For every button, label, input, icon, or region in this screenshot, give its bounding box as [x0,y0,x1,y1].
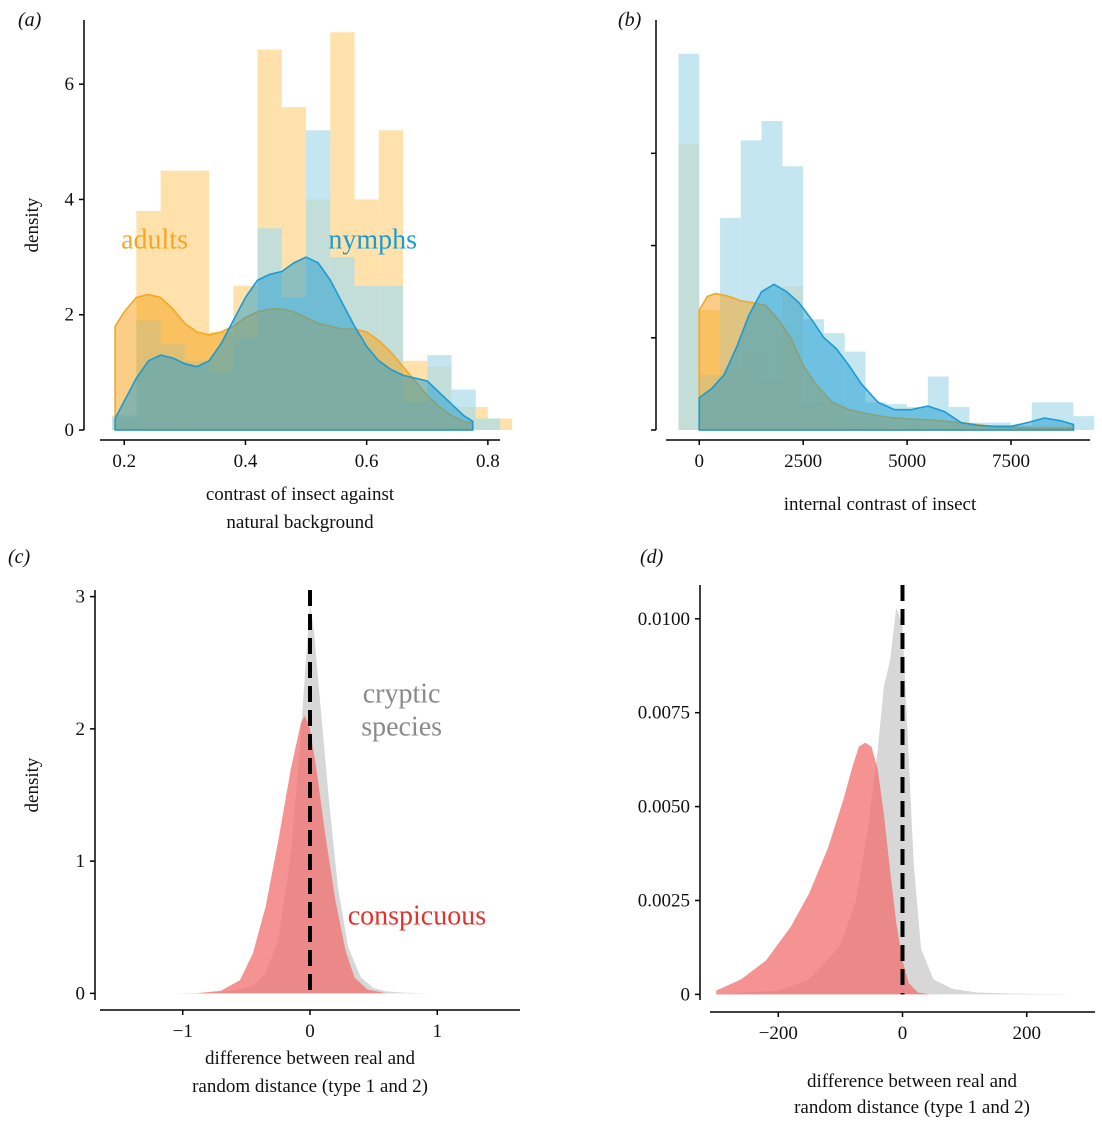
panel-a-x-axis-label: contrast of insect against [206,484,395,505]
panel-c-x-tick-label: 0 [305,1021,315,1042]
panel-d-area-cryptic-species [716,607,1077,995]
panel-c-series-label: conspicuous [348,901,486,932]
panel-a-letter: (a) [18,9,42,31]
panel-c-x-axis-label: difference between real and [205,1048,416,1069]
panel-a-y-tick-label: 2 [65,305,75,326]
panel-a-x-axis-label: natural background [226,512,374,533]
panel-b-x-tick-label: 2500 [784,451,822,472]
panel-b-hist-bar-nymphs [1073,416,1095,430]
panel-a-density-nymphs [114,256,474,431]
panel-c-x-axis-label: random distance (type 1 and 2) [192,1076,428,1097]
panel-d-area-conspicuous [716,742,931,995]
panel-d-x-axis-label: difference between real and [807,1071,1018,1092]
panel-a-y-tick-label: 6 [65,74,75,95]
panel-d-x-axis-label: random distance (type 1 and 2) [794,1097,1030,1118]
panel-a-y-tick-label: 4 [65,189,75,210]
panel-d-y-tick-label: 0.0100 [638,609,690,630]
panel-c-y-axis-label: density [22,757,43,812]
panel-a-x-tick-label: 0.6 [355,451,379,472]
panel-d-x-tick-label: 200 [1012,1023,1041,1044]
panel-d-y-tick-label: 0 [681,984,691,1005]
panel-c-x-tick-label: 1 [433,1021,443,1042]
panel-a-y-tick-label: 0 [65,420,75,441]
panel-c-area-conspicuous [195,715,387,994]
panel-c-letter: (c) [8,546,31,568]
panel-c-series-label: cryptic [363,678,441,709]
panel-a: 0.2 0.4 0.6 0.8 0 2 4 6 contrast of insect again… [18,9,513,533]
panel-b-x-tick-label: 7500 [992,451,1030,472]
panel-b-letter: (b) [618,9,642,31]
panel-a-series-label: nymphs [328,224,417,255]
panel-d-x-tick-label: 0 [898,1023,908,1044]
panel-b-x-tick-label: 0 [695,451,705,472]
panel-d-y-tick-label: 0.0075 [638,703,690,724]
panel-d-y-tick-label: 0.0050 [638,797,690,818]
panel-b-x-axis-label: internal contrast of insect [784,494,977,515]
panel-c-x-tick-label: −1 [173,1021,193,1042]
panel-a-hist-bar-nymphs [475,418,500,430]
panel-c-series-label: species [361,711,442,742]
panel-d: −200 0 200 0 0.0025 0.0050 0.0075 0.0100 differe… [638,546,1095,1118]
panel-b: 0 2500 5000 7500 internal contrast of insect… [618,9,1095,515]
panel-a-x-tick-label: 0.2 [112,451,136,472]
panel-c: −1 0 1 0 1 2 3 difference between real and rando… [8,546,520,1097]
panel-c-y-tick-label: 3 [76,587,86,608]
panel-d-y-tick-label: 0.0025 [638,890,690,911]
panel-a-x-tick-label: 0.4 [234,451,258,472]
panel-d-letter: (d) [640,546,664,568]
panel-a-series-label: adults [121,224,188,255]
panel-b-density-nymphs [698,283,1075,431]
panel-c-y-tick-label: 2 [76,719,86,740]
panel-d-x-tick-label: −200 [759,1023,798,1044]
panel-b-x-tick-label: 5000 [888,451,926,472]
panel-c-y-tick-label: 0 [76,983,86,1004]
panel-a-y-axis-label: density [22,197,43,252]
panel-c-y-tick-label: 1 [76,851,86,872]
panel-b-hist-bar-nymphs [678,53,700,430]
panel-a-x-tick-label: 0.8 [476,451,500,472]
